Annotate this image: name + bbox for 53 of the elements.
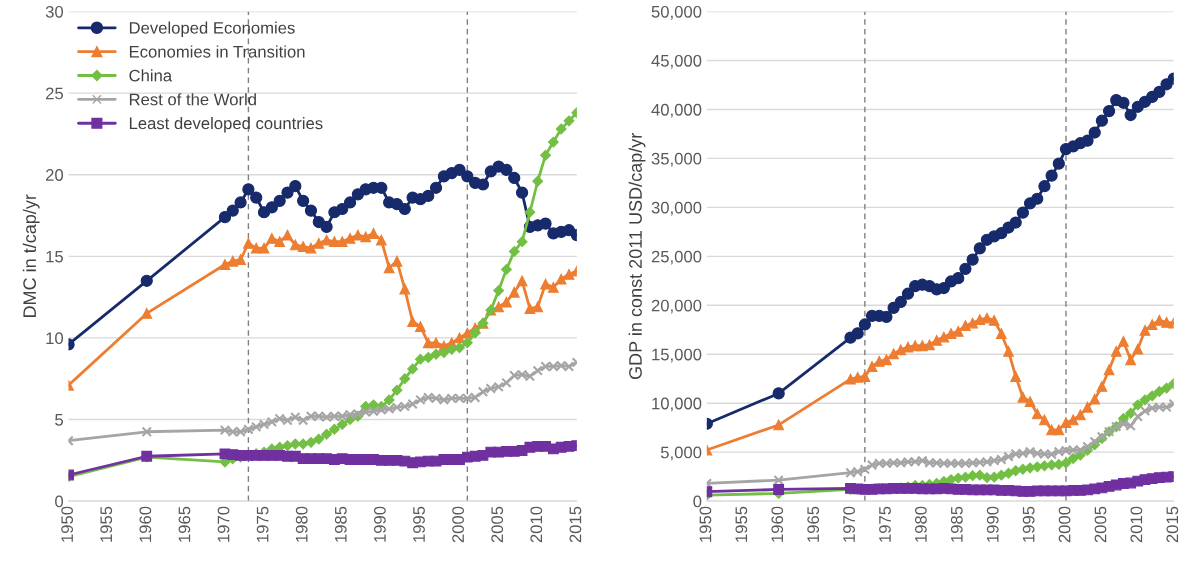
y-tick-label: 25,000: [651, 250, 702, 265]
x-tick-label: 1980: [295, 506, 308, 542]
y-tick-label: 15,000: [652, 348, 702, 363]
legend-label: China: [129, 69, 173, 82]
y-tick-label: 5,000: [660, 446, 702, 461]
x-tick-label: 1950: [699, 506, 712, 542]
y-tick-label: 25: [46, 87, 63, 100]
legend-label: Rest of the World: [129, 93, 256, 106]
x-tick-label: 1995: [413, 506, 425, 542]
y-tick-label: 0: [55, 495, 64, 508]
x-tick-label: 1965: [178, 506, 191, 542]
legend-label: Economies in Transition: [129, 45, 305, 58]
y-tick-label: 10: [46, 332, 64, 345]
y-tick-label: 35,000: [651, 152, 702, 167]
x-tick-label: 1990: [374, 506, 386, 542]
y-tick-label: 15: [46, 250, 63, 263]
y-tick-label: 30,000: [651, 201, 702, 216]
y-tick-label: 50,000: [651, 5, 702, 20]
y-tick-label: 30: [45, 5, 64, 18]
x-tick-label: 1955: [735, 506, 748, 542]
y-axis-title: GDP in const 2011 USD/cap/yr: [628, 133, 646, 380]
x-tick-label: 2005: [491, 506, 504, 543]
x-tick-label: 1950: [61, 506, 74, 542]
y-tick-label: 10,000: [652, 397, 702, 412]
x-tick-label: 1985: [950, 506, 963, 542]
y-tick-label: 20: [46, 169, 64, 181]
y-axis-title: DMC in t/cap/yr: [22, 194, 40, 318]
y-tick-label: 20,000: [651, 299, 702, 314]
y-tick-label: 40,000: [651, 103, 702, 118]
x-tick-label: 2010: [530, 506, 543, 543]
y-tick-label: 5: [55, 414, 63, 426]
y-tick-label: 45,000: [651, 54, 702, 69]
x-tick-label: 1970: [217, 506, 230, 542]
x-tick-label: 1975: [256, 506, 269, 542]
x-tick-label: 1960: [139, 506, 152, 542]
x-tick-label: 1975: [879, 506, 891, 542]
x-tick-label: 2000: [1058, 506, 1071, 543]
x-tick-label: 1965: [807, 506, 820, 542]
x-tick-label: 1980: [915, 506, 927, 542]
x-tick-label: 1960: [771, 506, 784, 542]
x-tick-label: 1995: [1022, 506, 1035, 542]
x-tick-label: 1970: [843, 506, 855, 542]
y-tick-label: 0: [693, 495, 702, 508]
x-tick-label: 2000: [452, 506, 464, 543]
x-tick-label: 2010: [1130, 506, 1143, 543]
x-tick-label: 2015: [569, 506, 582, 543]
x-tick-label: 1955: [100, 506, 113, 542]
legend-label: Least developed countries: [129, 117, 323, 133]
x-tick-label: 2005: [1094, 506, 1107, 543]
legend-label: Developed Economies: [129, 21, 295, 38]
x-tick-label: 2015: [1166, 506, 1179, 543]
x-tick-label: 1985: [334, 506, 347, 542]
x-tick-label: 1990: [986, 506, 999, 542]
